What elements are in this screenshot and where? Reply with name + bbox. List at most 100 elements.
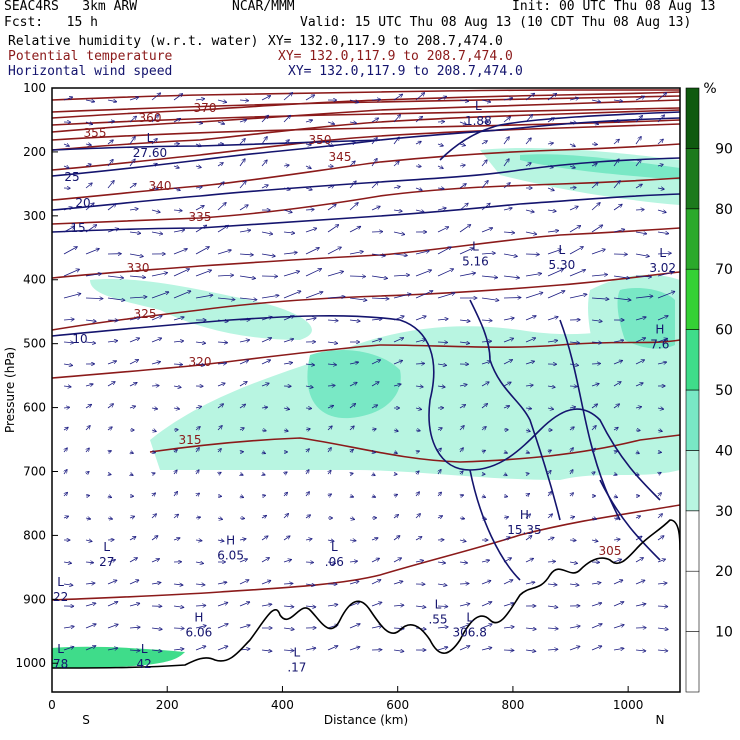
wind-arrow [327, 225, 338, 233]
wind-arrow [305, 606, 315, 607]
wind-arrow [657, 253, 671, 254]
colorbar-tick-label: 50 [715, 383, 733, 399]
wind-arrow [371, 298, 388, 299]
wind-arrow [438, 470, 441, 475]
wind-arrow [195, 646, 205, 651]
wind-arrow [284, 472, 287, 474]
wind-arrow [283, 560, 291, 562]
wind-arrow [85, 225, 96, 233]
extremum-value: 27 [99, 555, 114, 569]
wind-arrow [614, 451, 617, 452]
wind-arrow [591, 225, 602, 233]
wind-arrow [437, 227, 448, 233]
wind-arrow [547, 317, 558, 321]
wind-arrow [525, 536, 532, 541]
wind-arrow [239, 120, 246, 122]
wind-arrow [173, 249, 187, 255]
wind-arrow [415, 537, 422, 541]
wind-arrow [613, 382, 621, 387]
wind-arrow [217, 100, 226, 102]
wind-arrow [173, 291, 190, 299]
wind-arrow [547, 94, 556, 101]
wind-contour-label: 15 [70, 221, 85, 235]
wind-arrow [151, 362, 160, 364]
wind-arrow [635, 160, 641, 167]
wind-arrow [614, 496, 617, 497]
theta-line-305 [52, 504, 680, 601]
wind-arrow [569, 98, 578, 100]
wind-arrow [393, 558, 401, 563]
wind-arrow [107, 648, 117, 650]
wind-arrow [349, 561, 357, 562]
wind-arrow [327, 342, 337, 343]
wind-arrow [63, 247, 77, 255]
wind-arrow [503, 276, 519, 278]
wind-arrow [415, 606, 425, 607]
wind-arrow [152, 452, 155, 453]
wind-arrow [283, 271, 299, 277]
wind-arrow [459, 248, 473, 255]
wind-arrow [217, 320, 228, 321]
extremum-value: 3.02 [649, 261, 676, 275]
wind-arrow [217, 226, 228, 233]
field-label-rh: Relative humidity (w.r.t. water) [8, 34, 259, 49]
wind-arrow [195, 562, 203, 563]
wind-arrow [349, 383, 357, 387]
wind-arrow [635, 184, 642, 189]
wind-arrow [591, 320, 602, 321]
wind-arrow [657, 628, 668, 629]
wind-arrow [151, 559, 159, 563]
wind-arrow [130, 474, 133, 475]
theta-contour-label: 335 [189, 210, 212, 224]
wind-arrow [85, 100, 94, 102]
wind-arrow [504, 474, 507, 475]
theta-line-315 [149, 434, 680, 463]
wind-arrow [635, 360, 644, 365]
wind-arrow [591, 426, 596, 431]
wind-arrow [63, 584, 73, 585]
wind-arrow [151, 650, 161, 651]
wind-arrow [327, 605, 337, 606]
wind-arrow [525, 232, 536, 234]
wind-arrow [591, 624, 602, 629]
wind-arrow [283, 363, 292, 364]
wind-arrow [613, 361, 622, 365]
wind-arrow [657, 164, 663, 166]
wind-arrow [504, 452, 507, 453]
wind-arrow [613, 580, 623, 585]
wind-arrow [635, 253, 649, 256]
wind-arrow [482, 496, 485, 497]
rh-region-surface [52, 646, 185, 668]
wind-arrow [349, 518, 354, 519]
wind-arrow [349, 203, 358, 211]
x-axis-title: Distance (km) [324, 713, 408, 727]
wind-arrow [349, 426, 354, 431]
wind-arrow [195, 99, 204, 100]
wind-arrow [525, 93, 534, 101]
wind-arrow [635, 650, 645, 651]
x-tick-label: 0 [48, 698, 56, 712]
wind-arrow [415, 408, 421, 409]
colorbar-segment [685, 208, 700, 270]
wind-arrow [569, 166, 575, 168]
extremum-type: L [559, 243, 566, 257]
wind-arrow [261, 160, 267, 167]
wind-arrow [503, 117, 510, 123]
wind-arrow [173, 269, 189, 277]
rh-region-midlevel [150, 320, 680, 480]
wind-arrow [371, 254, 385, 256]
wind-arrow [129, 383, 137, 387]
x-tick-label: 800 [501, 698, 524, 712]
wind-arrow [239, 580, 249, 585]
wind-arrow [107, 276, 123, 278]
wind-arrow [438, 492, 441, 497]
wind-arrow [460, 495, 463, 496]
wind-arrow [503, 338, 513, 343]
wind-arrow [107, 580, 117, 585]
theta-contour-label: 370 [194, 101, 217, 115]
extremum-type: H [194, 610, 203, 624]
wind-arrow [635, 580, 645, 585]
wind-arrow [305, 584, 315, 585]
